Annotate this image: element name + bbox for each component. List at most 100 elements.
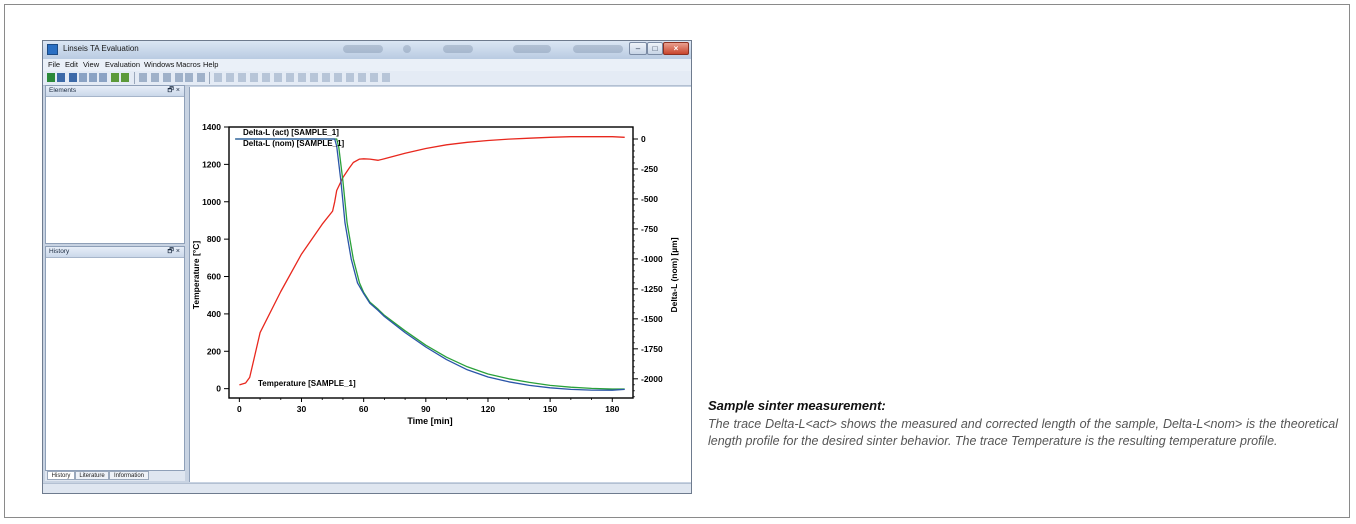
y-left-tick-label: 0 xyxy=(216,384,221,394)
zoom-out-icon[interactable] xyxy=(185,73,193,82)
zoom-in-icon[interactable] xyxy=(175,73,183,82)
menu-help[interactable]: Help xyxy=(203,60,219,69)
y-right-tick-label: -1500 xyxy=(641,314,663,324)
tool-icon[interactable] xyxy=(226,73,234,82)
y-right-tick-label: -1000 xyxy=(641,254,663,264)
minimize-button[interactable]: – xyxy=(629,42,647,55)
chart-icon[interactable] xyxy=(57,73,65,82)
menu-evaluation[interactable]: Evaluation xyxy=(105,60,141,69)
blurred-background-text xyxy=(443,45,473,53)
menu-edit[interactable]: Edit xyxy=(65,60,78,69)
series-line xyxy=(239,136,625,386)
tool-icon[interactable] xyxy=(274,73,282,82)
tool-icon[interactable] xyxy=(358,73,366,82)
menu-bar: File Edit View Evaluation Windows Macros… xyxy=(43,59,691,71)
y-left-tick-label: 400 xyxy=(207,309,221,319)
caption-text: The trace Delta-L<act> shows the measure… xyxy=(708,417,1338,448)
y-right-axis-label: Delta-L (nom) [µm] xyxy=(669,237,679,312)
export-icon[interactable] xyxy=(89,73,97,82)
tool-icon[interactable] xyxy=(370,73,378,82)
elements-panel-title: Elements xyxy=(49,87,77,94)
copy-icon[interactable] xyxy=(99,73,107,82)
x-tick-label: 30 xyxy=(297,404,307,414)
save-icon[interactable] xyxy=(69,73,77,82)
axis-icon[interactable] xyxy=(163,73,171,82)
toolbar-separator xyxy=(134,72,135,84)
tool-icon[interactable] xyxy=(250,73,258,82)
open-icon[interactable] xyxy=(47,73,55,82)
app-window: Linseis TA Evaluation – □ × File Edit Vi… xyxy=(42,40,692,494)
legend-temperature: Temperature [SAMPLE_1] xyxy=(258,379,356,388)
history-panel: History 🗗 × xyxy=(45,246,185,471)
toolbar-separator xyxy=(209,72,210,84)
menu-macros[interactable]: Macros xyxy=(176,60,201,69)
y-left-tick-label: 1400 xyxy=(202,122,221,132)
y-left-tick-label: 1000 xyxy=(202,197,221,207)
y-left-tick-label: 600 xyxy=(207,272,221,282)
axis-icon[interactable] xyxy=(197,73,205,82)
caption-title: Sample sinter measurement: xyxy=(708,398,886,413)
tool-icon[interactable] xyxy=(382,73,390,82)
y-left-tick-label: 1200 xyxy=(202,159,221,169)
close-button[interactable]: × xyxy=(663,42,689,55)
axis-icon[interactable] xyxy=(151,73,159,82)
print-icon[interactable] xyxy=(79,73,87,82)
history-panel-title: History xyxy=(49,248,70,255)
panel-dock-close-buttons[interactable]: 🗗 × xyxy=(167,87,180,94)
window-title: Linseis TA Evaluation xyxy=(63,44,139,53)
y-right-tick-label: -1250 xyxy=(641,284,663,294)
tool-icon[interactable] xyxy=(286,73,294,82)
panel-dock-close-buttons[interactable]: 🗗 × xyxy=(167,248,180,255)
tab-information[interactable]: Information xyxy=(109,471,149,480)
tool-icon[interactable] xyxy=(214,73,222,82)
tool-icon[interactable] xyxy=(322,73,330,82)
x-tick-label: 150 xyxy=(543,404,557,414)
x-tick-label: 90 xyxy=(421,404,431,414)
undo-icon[interactable] xyxy=(111,73,119,82)
blurred-background-text xyxy=(343,45,383,53)
tool-icon[interactable] xyxy=(262,73,270,82)
tab-history[interactable]: History xyxy=(47,471,75,480)
legend-delta-nom: Delta-L (nom) [SAMPLE_1] xyxy=(243,139,345,148)
maximize-button[interactable]: □ xyxy=(647,42,663,55)
title-bar: Linseis TA Evaluation – □ × xyxy=(43,41,691,59)
history-panel-header: History 🗗 × xyxy=(46,247,184,258)
blurred-background-text xyxy=(513,45,551,53)
toolbar xyxy=(43,71,691,86)
y-left-tick-label: 200 xyxy=(207,346,221,356)
redo-icon[interactable] xyxy=(121,73,129,82)
tool-icon[interactable] xyxy=(334,73,342,82)
axis-icon[interactable] xyxy=(139,73,147,82)
x-tick-label: 0 xyxy=(237,404,242,414)
legend-delta-act: Delta-L (act) [SAMPLE_1] xyxy=(243,128,339,137)
y-left-axis-label: Temperature [°C] xyxy=(191,241,201,310)
series-line xyxy=(235,138,625,390)
tool-icon[interactable] xyxy=(310,73,318,82)
elements-panel-header: Elements 🗗 × xyxy=(46,86,184,97)
status-bar xyxy=(43,483,691,493)
y-right-tick-label: -250 xyxy=(641,164,658,174)
y-left-tick-label: 800 xyxy=(207,234,221,244)
plot-area xyxy=(189,87,691,482)
menu-view[interactable]: View xyxy=(83,60,100,69)
y-right-tick-label: -500 xyxy=(641,194,658,204)
plot-frame xyxy=(228,126,634,399)
y-right-tick-label: -750 xyxy=(641,224,658,234)
y-right-tick-label: 0 xyxy=(641,134,646,144)
app-logo-icon xyxy=(47,44,58,55)
x-tick-label: 60 xyxy=(359,404,369,414)
tab-literature[interactable]: Literature xyxy=(75,471,109,480)
menu-file[interactable]: File xyxy=(48,60,61,69)
tool-icon[interactable] xyxy=(346,73,354,82)
y-right-tick-label: -2000 xyxy=(641,374,663,384)
panel-tabs: History Literature Information xyxy=(45,471,185,481)
elements-panel: Elements 🗗 × xyxy=(45,85,185,244)
tool-icon[interactable] xyxy=(238,73,246,82)
x-axis-label: Time [min] xyxy=(407,416,452,426)
tool-icon[interactable] xyxy=(298,73,306,82)
blurred-background-text xyxy=(573,45,623,53)
x-tick-label: 180 xyxy=(605,404,619,414)
blurred-background-icon xyxy=(403,45,411,53)
menu-windows[interactable]: Windows xyxy=(144,60,175,69)
